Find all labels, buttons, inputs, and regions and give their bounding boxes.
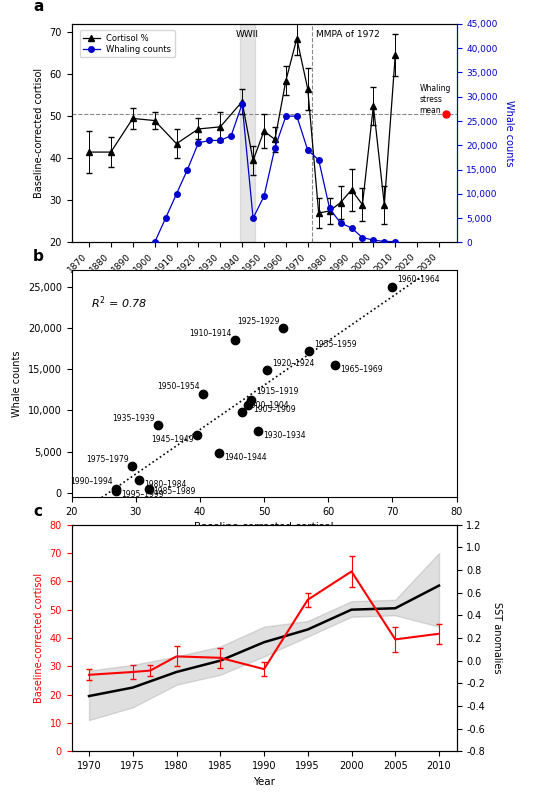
X-axis label: Decade: Decade bbox=[244, 281, 284, 290]
Y-axis label: Whale counts: Whale counts bbox=[12, 351, 22, 417]
Text: 1940–1944: 1940–1944 bbox=[224, 453, 267, 462]
Text: a: a bbox=[33, 0, 43, 14]
Text: Whaling
stress
mean: Whaling stress mean bbox=[419, 84, 450, 115]
Y-axis label: SST anomalies: SST anomalies bbox=[492, 603, 502, 673]
Text: 1925–1929: 1925–1929 bbox=[238, 316, 280, 325]
Text: 1905–1909: 1905–1909 bbox=[253, 405, 296, 413]
Text: 1965–1969: 1965–1969 bbox=[340, 365, 382, 374]
Text: 1995–1999: 1995–1999 bbox=[122, 490, 164, 498]
Text: WWII: WWII bbox=[236, 29, 259, 39]
X-axis label: Year: Year bbox=[253, 777, 275, 786]
Text: MMPA of 1972: MMPA of 1972 bbox=[316, 29, 380, 39]
Y-axis label: Baseline-corrected cortisol: Baseline-corrected cortisol bbox=[34, 573, 44, 703]
Text: 1975–1979: 1975–1979 bbox=[87, 455, 129, 464]
Text: 1950–1954: 1950–1954 bbox=[157, 382, 200, 391]
Text: 1935–1939: 1935–1939 bbox=[112, 413, 155, 423]
Text: c: c bbox=[33, 504, 42, 518]
Y-axis label: Whale counts: Whale counts bbox=[504, 100, 514, 166]
Text: $R^2$ = 0.78: $R^2$ = 0.78 bbox=[91, 294, 147, 311]
Text: b: b bbox=[33, 250, 44, 264]
Bar bbox=[240, 24, 255, 242]
Text: 1920–1924: 1920–1924 bbox=[272, 359, 315, 367]
Text: 1990–1994: 1990–1994 bbox=[70, 477, 113, 487]
Text: 1910–1914: 1910–1914 bbox=[190, 329, 232, 338]
Text: 1980–1984: 1980–1984 bbox=[144, 480, 186, 490]
Text: 1915–1919: 1915–1919 bbox=[256, 387, 299, 397]
Text: 1930–1934: 1930–1934 bbox=[263, 431, 305, 440]
Y-axis label: Baseline-corrected cortisol: Baseline-corrected cortisol bbox=[34, 68, 44, 198]
Text: 1900–1904: 1900–1904 bbox=[246, 401, 289, 409]
Legend: Cortisol %, Whaling counts: Cortisol %, Whaling counts bbox=[80, 30, 174, 57]
X-axis label: Baseline-corrected cortisol: Baseline-corrected cortisol bbox=[194, 522, 334, 532]
Text: 1955–1959: 1955–1959 bbox=[314, 339, 356, 348]
Text: 1960–1964: 1960–1964 bbox=[398, 275, 440, 285]
Text: 1985–1989: 1985–1989 bbox=[153, 487, 196, 496]
Text: 1945–1949: 1945–1949 bbox=[151, 435, 194, 444]
